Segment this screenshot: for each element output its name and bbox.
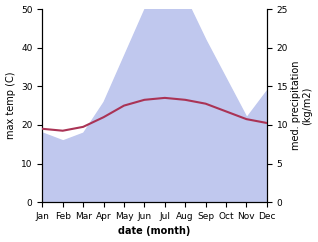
Y-axis label: max temp (C): max temp (C)	[5, 72, 16, 139]
X-axis label: date (month): date (month)	[118, 227, 191, 236]
Y-axis label: med. precipitation
(kg/m2): med. precipitation (kg/m2)	[291, 61, 313, 150]
